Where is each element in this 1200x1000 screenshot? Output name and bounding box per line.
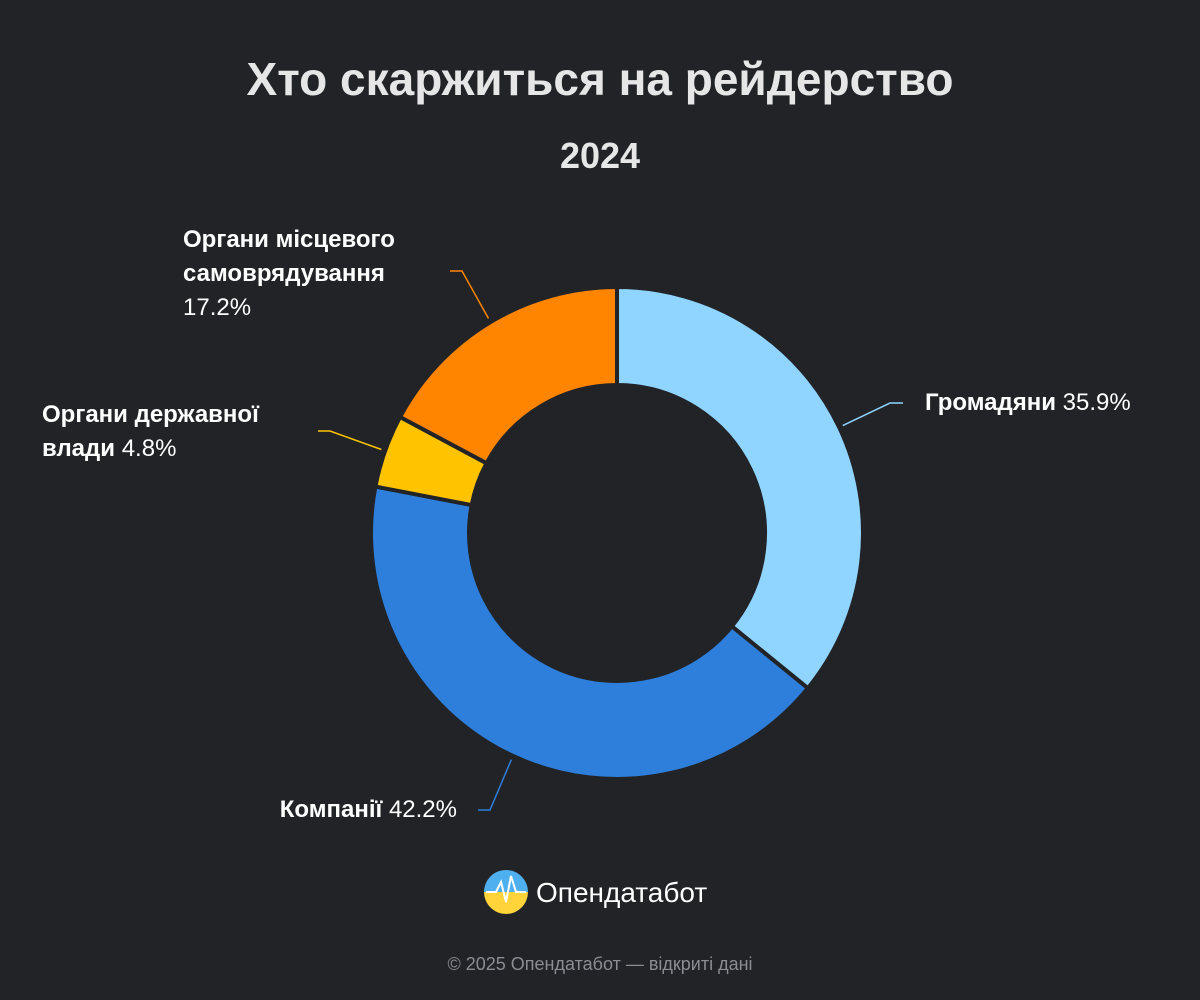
- category-label: Компанії: [279, 796, 383, 823]
- data-label: Органи місцевого самоврядування 17.2%: [183, 223, 433, 325]
- chart-subtitle: 2024: [559, 135, 641, 176]
- leader-line: [450, 270, 490, 319]
- category-label: Органи місцевого самоврядування: [183, 226, 395, 287]
- brand: Опендатабот: [536, 877, 707, 908]
- data-label: Громадяни 35.9%: [925, 386, 1185, 420]
- donut-segment: [615, 285, 865, 691]
- value-label: 42.2%: [388, 796, 457, 823]
- footer: © 2025 Опендатабот — відкриті дані: [447, 954, 752, 974]
- donut-segment: [369, 484, 810, 781]
- data-label: Компанії 42.2%: [250, 793, 457, 827]
- leader-line: [478, 759, 513, 811]
- logo-pulse: [486, 875, 526, 903]
- value-label: 4.8%: [121, 435, 177, 462]
- data-label: Органи державної влади 4.8%: [42, 398, 312, 466]
- value-label: 17.2%: [183, 294, 252, 321]
- leader-line: [318, 430, 382, 451]
- donut-segment: [398, 285, 619, 466]
- category-label: Органи державної влади: [42, 401, 259, 462]
- leader-line: [842, 402, 903, 427]
- logo: [484, 870, 528, 914]
- chart-title: Хто скаржиться на рейдерство: [246, 53, 954, 105]
- category-label: Громадяни: [925, 389, 1056, 416]
- value-label: 35.9%: [1062, 389, 1131, 416]
